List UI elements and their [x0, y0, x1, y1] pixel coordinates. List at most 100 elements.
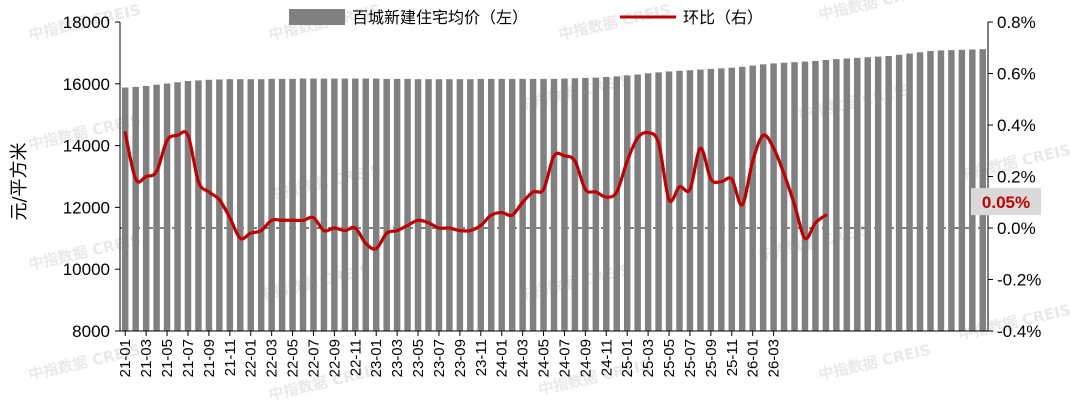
bar: [686, 70, 694, 331]
x-tick-label: 26-01: [745, 339, 762, 377]
bar: [561, 78, 568, 331]
bar: [655, 72, 662, 332]
bar: [571, 78, 579, 332]
bar: [812, 60, 819, 332]
watermark-text: 中指数据 CREIS: [817, 341, 933, 384]
bar: [498, 78, 505, 331]
x-tick-label: 25-05: [661, 339, 678, 377]
bar: [906, 53, 913, 332]
bar: [613, 76, 620, 331]
bar: [216, 79, 223, 331]
bar: [414, 79, 422, 331]
watermark-text: 中指数据 CREIS: [817, 0, 933, 24]
bar: [257, 79, 265, 331]
y-left-tick-label: 12000: [63, 198, 110, 217]
bar: [435, 79, 443, 331]
bar: [383, 78, 390, 331]
bar: [843, 58, 851, 332]
bar: [603, 77, 610, 331]
x-tick-label: 25-07: [682, 339, 699, 377]
bar: [634, 74, 641, 331]
x-tick-label: 25-03: [640, 339, 657, 377]
x-tick-label: 24-07: [556, 339, 573, 377]
bar: [247, 79, 254, 331]
bar: [644, 73, 652, 331]
bar: [372, 78, 380, 331]
bar: [676, 70, 683, 331]
watermark-text: 中指数据 CREIS: [557, 1, 673, 44]
bar: [393, 78, 401, 331]
x-tick-label: 25-11: [724, 339, 741, 376]
bar: [195, 80, 202, 332]
x-tick-label: 22-11: [347, 339, 364, 376]
x-tick-label: 21-11: [222, 339, 239, 376]
bar: [362, 78, 369, 331]
bar: [801, 61, 809, 332]
y-right-tick-label: 0.2%: [997, 168, 1036, 187]
bar: [142, 85, 150, 332]
bar: [623, 75, 631, 332]
bar: [749, 65, 756, 331]
bar: [446, 79, 453, 331]
x-tick-label: 22-03: [264, 339, 281, 377]
bar: [331, 78, 338, 331]
legend-bar-swatch: [289, 9, 345, 25]
bar: [456, 79, 464, 331]
bar: [404, 78, 411, 331]
y-left-axis-title: 元/平方米: [9, 142, 30, 220]
bar: [864, 57, 871, 331]
x-tick-label: 21-03: [138, 339, 155, 377]
y-left-tick-label: 10000: [63, 260, 110, 279]
bar: [739, 66, 746, 331]
legend: 百城新建住宅均价（左） 环比（右）: [289, 8, 763, 27]
bar: [895, 54, 903, 331]
x-tick-label: 21-07: [180, 339, 197, 377]
x-tick-label: 21-01: [117, 339, 134, 377]
y-right-tick-label: -0.2%: [997, 271, 1041, 290]
bar: [352, 78, 359, 331]
bar: [278, 78, 286, 331]
bar: [697, 69, 704, 331]
bar: [718, 68, 725, 331]
x-tick-label: 24-03: [515, 339, 532, 377]
y-axis-left-label: 元/平方米: [9, 142, 30, 220]
bar: [822, 60, 830, 331]
y-right-tick-label: 0.0%: [997, 219, 1036, 238]
bar: [237, 79, 244, 331]
bar: [592, 77, 600, 332]
x-tick-label: 22-09: [326, 339, 343, 377]
bar: [916, 52, 924, 331]
bar: [770, 63, 777, 331]
y-right-tick-label: 0.6%: [997, 65, 1036, 84]
y-right-tick-label: 0.4%: [997, 116, 1036, 135]
line-series: [123, 130, 828, 251]
bar: [550, 78, 558, 331]
x-tick-label: 24-11: [598, 339, 615, 376]
x-tick-label: 23-03: [389, 339, 406, 377]
bar: [948, 50, 955, 332]
bar: [582, 77, 589, 332]
x-tick-label: 24-01: [494, 339, 511, 377]
x-tick-label: 21-09: [201, 339, 218, 377]
x-tick-label: 23-05: [410, 339, 427, 377]
bar: [226, 79, 234, 331]
bar: [728, 67, 736, 331]
bar: [488, 78, 495, 331]
bar: [780, 62, 788, 331]
callout: 0.05%: [971, 188, 1041, 216]
y-left-tick-label: 8000: [72, 322, 110, 341]
callout-text: 0.05%: [982, 193, 1030, 212]
legend-line-label: 环比（右）: [683, 8, 763, 27]
bar: [508, 78, 516, 331]
bar: [707, 68, 715, 331]
bar-series: [121, 49, 987, 332]
bar: [540, 78, 547, 331]
bar: [289, 78, 296, 331]
bar: [937, 50, 945, 332]
bar: [121, 87, 129, 331]
x-tick-label: 23-07: [431, 339, 448, 377]
x-tick-label: 26-03: [766, 339, 783, 377]
bar: [833, 59, 840, 331]
bar: [132, 86, 139, 331]
bar: [299, 78, 307, 331]
